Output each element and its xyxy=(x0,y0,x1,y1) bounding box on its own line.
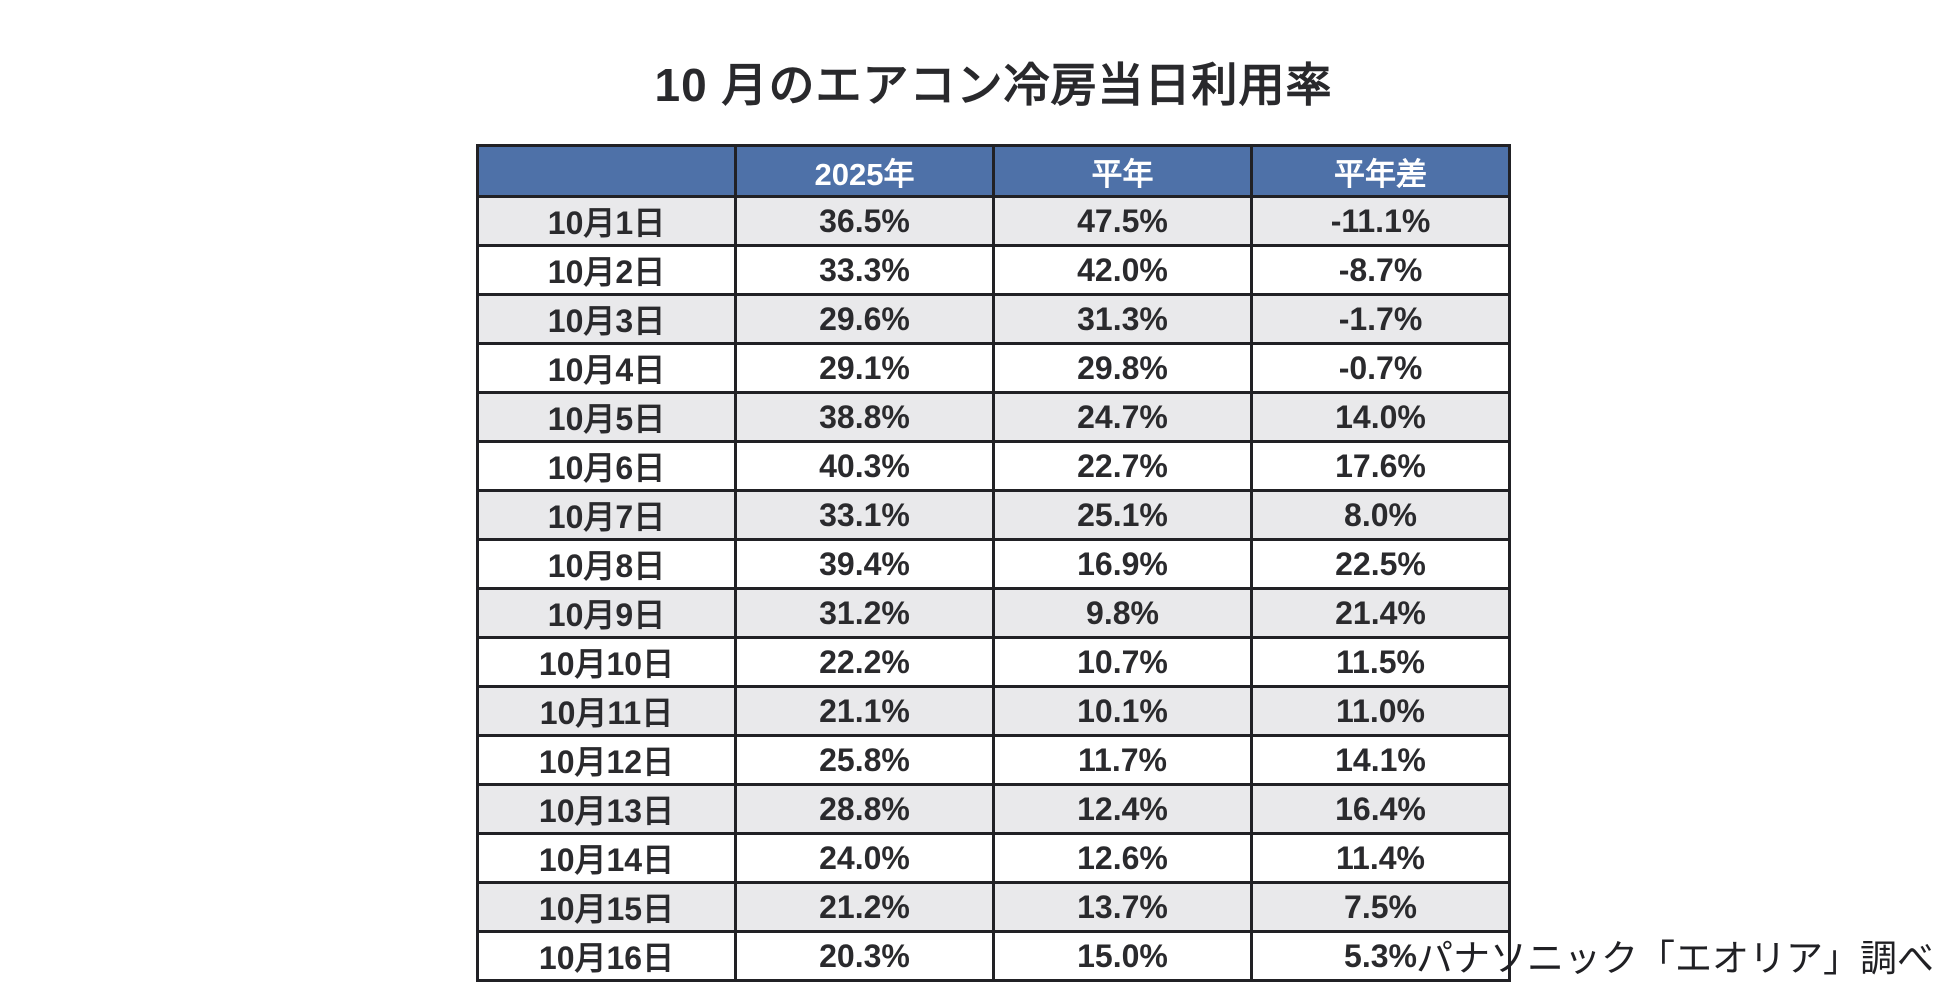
value-2025-cell: 20.3% xyxy=(734,930,995,982)
value-2025-cell: 33.1% xyxy=(734,489,995,541)
value-2025-cell: 25.8% xyxy=(734,734,995,786)
value-normal-cell: 10.7% xyxy=(992,636,1253,688)
value-diff-cell: 14.0% xyxy=(1250,391,1511,443)
value-diff-cell: 16.4% xyxy=(1250,783,1511,835)
value-normal-cell: 15.0% xyxy=(992,930,1253,982)
source-attribution: パナソニック「エオリア」調べ xyxy=(1416,938,1934,979)
date-cell: 10月3日 xyxy=(476,293,737,345)
value-diff-cell: -8.7% xyxy=(1250,244,1511,296)
table-row: 10月5日 38.8% 24.7% 14.0% xyxy=(476,391,1511,443)
value-diff-cell: 11.0% xyxy=(1250,685,1511,737)
usage-rate-table: 2025年 平年 平年差 10月1日 36.5% 47.5% -11.1% 10… xyxy=(476,144,1511,982)
value-diff-cell: -0.7% xyxy=(1250,342,1511,394)
value-2025-cell: 29.1% xyxy=(734,342,995,394)
header-cell-normal: 平年 xyxy=(992,144,1253,198)
value-normal-cell: 12.6% xyxy=(992,832,1253,884)
value-2025-cell: 40.3% xyxy=(734,440,995,492)
table-row: 10月16日 20.3% 15.0% 5.3% xyxy=(476,930,1511,982)
table-row: 10月7日 33.1% 25.1% 8.0% xyxy=(476,489,1511,541)
date-cell: 10月13日 xyxy=(476,783,737,835)
table-row: 10月8日 39.4% 16.9% 22.5% xyxy=(476,538,1511,590)
value-2025-cell: 24.0% xyxy=(734,832,995,884)
value-normal-cell: 16.9% xyxy=(992,538,1253,590)
value-diff-cell: 11.4% xyxy=(1250,832,1511,884)
value-2025-cell: 31.2% xyxy=(734,587,995,639)
page-title: 10 月のエアコン冷房当日利用率 xyxy=(654,59,1333,111)
value-diff-cell: 7.5% xyxy=(1250,881,1511,933)
table-row: 10月2日 33.3% 42.0% -8.7% xyxy=(476,244,1511,296)
value-diff-cell: -11.1% xyxy=(1250,195,1511,247)
date-cell: 10月7日 xyxy=(476,489,737,541)
value-normal-cell: 9.8% xyxy=(992,587,1253,639)
table-row: 10月6日 40.3% 22.7% 17.6% xyxy=(476,440,1511,492)
date-cell: 10月6日 xyxy=(476,440,737,492)
table-row: 10月13日 28.8% 12.4% 16.4% xyxy=(476,783,1511,835)
value-2025-cell: 39.4% xyxy=(734,538,995,590)
date-cell: 10月4日 xyxy=(476,342,737,394)
value-diff-cell: 8.0% xyxy=(1250,489,1511,541)
value-normal-cell: 31.3% xyxy=(992,293,1253,345)
value-diff-cell: 11.5% xyxy=(1250,636,1511,688)
table-row: 10月10日 22.2% 10.7% 11.5% xyxy=(476,636,1511,688)
header-row: 2025年 平年 平年差 xyxy=(476,144,1511,198)
table-header: 2025年 平年 平年差 xyxy=(476,144,1511,198)
value-normal-cell: 10.1% xyxy=(992,685,1253,737)
value-normal-cell: 11.7% xyxy=(992,734,1253,786)
table-row: 10月14日 24.0% 12.6% 11.4% xyxy=(476,832,1511,884)
date-cell: 10月1日 xyxy=(476,195,737,247)
value-diff-cell: -1.7% xyxy=(1250,293,1511,345)
date-cell: 10月14日 xyxy=(476,832,737,884)
date-cell: 10月16日 xyxy=(476,930,737,982)
date-cell: 10月11日 xyxy=(476,685,737,737)
value-normal-cell: 29.8% xyxy=(992,342,1253,394)
header-cell-2025: 2025年 xyxy=(734,144,995,198)
value-normal-cell: 12.4% xyxy=(992,783,1253,835)
value-2025-cell: 36.5% xyxy=(734,195,995,247)
table-row: 10月11日 21.1% 10.1% 11.0% xyxy=(476,685,1511,737)
value-normal-cell: 22.7% xyxy=(992,440,1253,492)
date-cell: 10月15日 xyxy=(476,881,737,933)
value-2025-cell: 33.3% xyxy=(734,244,995,296)
table-row: 10月15日 21.2% 13.7% 7.5% xyxy=(476,881,1511,933)
value-normal-cell: 42.0% xyxy=(992,244,1253,296)
value-diff-cell: 21.4% xyxy=(1250,587,1511,639)
value-2025-cell: 21.1% xyxy=(734,685,995,737)
date-cell: 10月5日 xyxy=(476,391,737,443)
date-cell: 10月2日 xyxy=(476,244,737,296)
date-cell: 10月9日 xyxy=(476,587,737,639)
table-row: 10月12日 25.8% 11.7% 14.1% xyxy=(476,734,1511,786)
table-row: 10月4日 29.1% 29.8% -0.7% xyxy=(476,342,1511,394)
value-diff-cell: 17.6% xyxy=(1250,440,1511,492)
value-diff-cell: 22.5% xyxy=(1250,538,1511,590)
header-cell-date xyxy=(476,144,737,198)
table-row: 10月3日 29.6% 31.3% -1.7% xyxy=(476,293,1511,345)
date-cell: 10月12日 xyxy=(476,734,737,786)
value-normal-cell: 25.1% xyxy=(992,489,1253,541)
value-diff-cell: 14.1% xyxy=(1250,734,1511,786)
value-2025-cell: 28.8% xyxy=(734,783,995,835)
value-normal-cell: 24.7% xyxy=(992,391,1253,443)
header-cell-diff: 平年差 xyxy=(1250,144,1511,198)
value-2025-cell: 38.8% xyxy=(734,391,995,443)
table-row: 10月1日 36.5% 47.5% -11.1% xyxy=(476,195,1511,247)
value-diff-cell: 5.3% xyxy=(1250,930,1511,982)
date-cell: 10月10日 xyxy=(476,636,737,688)
value-normal-cell: 47.5% xyxy=(992,195,1253,247)
value-2025-cell: 22.2% xyxy=(734,636,995,688)
table-body: 10月1日 36.5% 47.5% -11.1% 10月2日 33.3% 42.… xyxy=(476,195,1511,982)
value-2025-cell: 29.6% xyxy=(734,293,995,345)
value-normal-cell: 13.7% xyxy=(992,881,1253,933)
value-2025-cell: 21.2% xyxy=(734,881,995,933)
table-row: 10月9日 31.2% 9.8% 21.4% xyxy=(476,587,1511,639)
date-cell: 10月8日 xyxy=(476,538,737,590)
